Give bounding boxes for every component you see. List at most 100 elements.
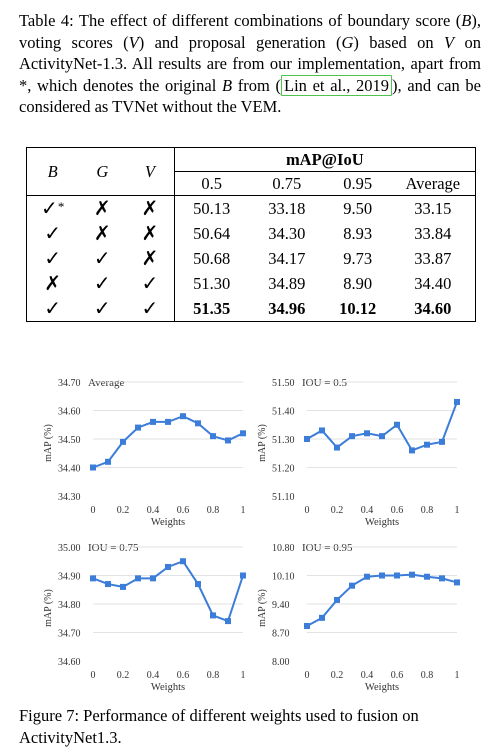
chart-panel-0: Average 34.30 34.40 34.50 34.60 34.70 0 0.2 0.4 0… [43, 377, 246, 528]
data-point [105, 458, 111, 465]
data-point [439, 438, 445, 445]
y-axis-label: mAP (%) [43, 589, 54, 627]
data-point [394, 572, 400, 579]
chart-title: Average [88, 377, 125, 389]
series-line [306, 401, 458, 452]
y-tick-label: 34.70 [58, 629, 81, 640]
x-tick-label: 0.4 [361, 670, 374, 681]
cell-V: ✓ [141, 273, 159, 295]
mark-B: ✓ [44, 248, 62, 270]
data-point [120, 438, 126, 445]
x-axis-label: Weights [151, 682, 185, 693]
x-tick-label: 0.2 [331, 505, 344, 516]
data-point [90, 464, 96, 471]
subheader-average: Average [390, 171, 476, 196]
cell-value: 33.84 [390, 221, 476, 246]
data-point [439, 575, 445, 582]
table-caption-label: Table 4: [19, 11, 74, 30]
chart-panel-3: IOU = 0.95 8.00 8.70 9.40 10.10 10.80 0 0.2 0.4 0… [257, 542, 460, 693]
series-line [92, 560, 244, 623]
cell-V: ✗ [141, 198, 159, 220]
series-line [306, 573, 458, 627]
cell-value: 34.17 [268, 248, 306, 268]
y-tick-label: 34.60 [58, 657, 81, 668]
cell-V: ✓ [126, 296, 175, 322]
data-point [454, 579, 460, 586]
cell-V: ✗ [141, 223, 159, 245]
table-row: ✓* ✗ ✗ 50.13 33.18 9.50 33.15 [26, 195, 476, 221]
data-point [319, 427, 325, 434]
data-point [210, 612, 216, 619]
data-point [454, 398, 460, 405]
mark-B: ✓ [41, 198, 58, 220]
x-tick-label: 0.8 [207, 670, 220, 681]
x-tick-label: 0.6 [177, 670, 190, 681]
table-body: ✓* ✗ ✗ 50.13 33.18 9.50 33.15 ✓ ✗ ✗ 50.64 34.30 8.93… [26, 195, 476, 322]
cell-value: 34.89 [268, 273, 306, 293]
y-tick-label: 34.40 [58, 464, 81, 475]
y-tick-label: 34.80 [58, 600, 81, 611]
x-tick-label: 0 [305, 505, 310, 516]
chart-panel-1: IOU = 0.5 51.10 51.20 51.30 51.40 51.50 0 0.2 0.… [257, 377, 460, 528]
data-point [90, 575, 96, 582]
cell-value: 50.64 [173, 221, 249, 246]
y-axis-label: mAP (%) [43, 424, 54, 462]
data-point [304, 622, 310, 629]
cell-value: 34.40 [390, 271, 476, 296]
x-axis-label: Weights [365, 682, 399, 693]
y-axis-label: mAP (%) [257, 589, 268, 627]
x-tick-label: 0.8 [207, 505, 220, 516]
y-tick-label: 9.40 [272, 600, 290, 611]
figure-caption-label: Figure 7: [19, 706, 80, 725]
data-point [319, 614, 325, 621]
cell-value: 50.13 [173, 195, 249, 221]
data-point [120, 583, 126, 590]
star-mark: * [57, 199, 65, 214]
data-point [135, 424, 141, 431]
y-tick-label: 8.70 [272, 629, 290, 640]
header-G: G [78, 147, 127, 196]
cell-value: 34.60 [390, 296, 476, 322]
x-tick-label: 0.2 [117, 670, 130, 681]
x-tick-label: 0.2 [331, 670, 344, 681]
cell-value: 10.12 [324, 296, 391, 322]
x-tick-label: 0 [91, 505, 96, 516]
header-V: V [126, 147, 175, 196]
cell-value: 50.68 [173, 246, 249, 271]
cell-value: 33.18 [268, 198, 306, 218]
cell-G: ✓ [78, 296, 127, 322]
cell-value: 51.35 [173, 296, 249, 322]
cell-B: ✓* [26, 195, 79, 221]
data-point [364, 430, 370, 437]
y-tick-label: 10.80 [272, 543, 295, 554]
chart-title: IOU = 0.75 [88, 542, 139, 554]
table-row: ✓ ✓ ✗ 50.68 34.17 9.73 33.87 [26, 246, 476, 271]
chart-title: IOU = 0.95 [302, 542, 353, 554]
results-table: B G V mAP@IoU 0.5 0.75 0.95 Average ✓* ✗ ✗ 50.… [26, 147, 477, 322]
y-tick-label: 51.10 [272, 492, 295, 503]
data-point [135, 575, 141, 582]
data-point [195, 420, 201, 427]
y-tick-label: 51.40 [272, 407, 295, 418]
cell-value: 9.73 [343, 248, 373, 268]
data-point [349, 582, 355, 589]
x-tick-label: 1 [241, 670, 246, 681]
header-map-iou: mAP@IoU [173, 147, 477, 172]
data-point [180, 413, 186, 420]
y-tick-label: 34.70 [58, 378, 81, 389]
citation-link[interactable]: Lin et al., 2019 [281, 74, 393, 96]
data-point [334, 596, 340, 603]
cell-B: ✓ [26, 246, 79, 271]
cell-B: ✗ [26, 271, 79, 296]
data-point [334, 444, 340, 451]
data-point [150, 575, 156, 582]
x-tick-label: 0.8 [421, 505, 434, 516]
y-tick-label: 8.00 [272, 657, 290, 668]
cell-value: 9.50 [343, 198, 373, 218]
subheader-0-5: 0.5 [173, 171, 249, 196]
cell-G: ✗ [93, 198, 111, 220]
x-tick-label: 0.4 [361, 505, 374, 516]
data-point [225, 437, 231, 444]
cell-B: ✓ [26, 296, 79, 322]
data-point [240, 572, 246, 579]
